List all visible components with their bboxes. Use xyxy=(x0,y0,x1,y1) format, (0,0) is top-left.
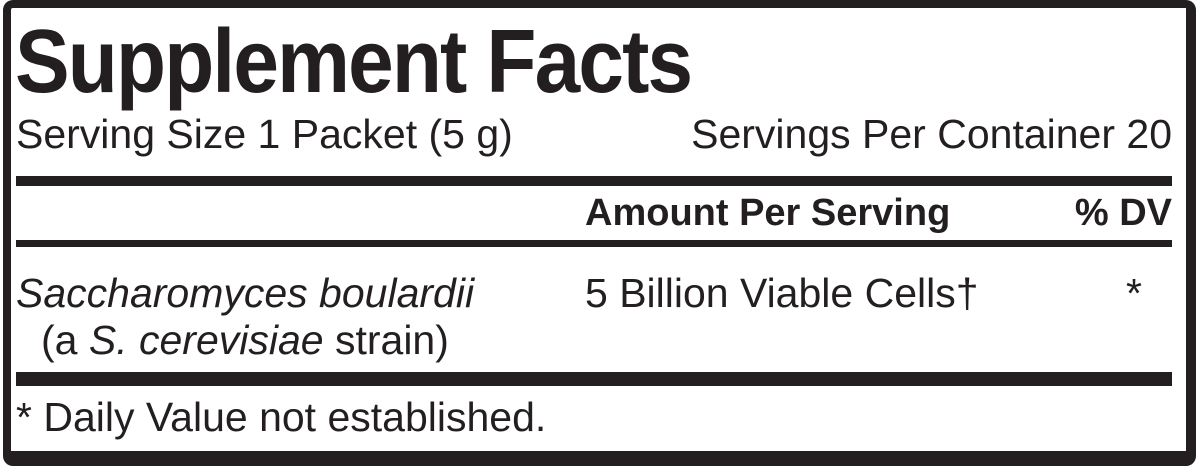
supplement-facts-panel: Supplement Facts Serving Size 1 Packet (… xyxy=(3,0,1196,466)
panel-title: Supplement Facts xyxy=(15,12,693,112)
divider-medium xyxy=(16,240,1172,247)
nutrient-dv-asterisk: * xyxy=(1126,270,1142,316)
servings-per-container-text: Servings Per Container 20 xyxy=(691,111,1172,157)
nutrient-name-line2: (a S. cerevisiae strain) xyxy=(16,317,1172,364)
divider-thick-bottom xyxy=(16,372,1172,386)
amount-per-serving-header: Amount Per Serving xyxy=(585,192,951,234)
nutrient-note-suffix: strain) xyxy=(323,317,449,363)
percent-dv-header: % DV xyxy=(1074,192,1172,234)
nutrient-note-prefix: (a xyxy=(41,317,89,363)
nutrient-name: Saccharomyces boulardii (a S. cerevisiae… xyxy=(16,270,1172,364)
divider-thick-top xyxy=(16,176,1172,186)
daily-value-footnote: * Daily Value not established. xyxy=(16,394,547,440)
nutrient-name-line1: Saccharomyces boulardii xyxy=(16,270,475,316)
nutrient-note-species: S. cerevisiae xyxy=(88,317,324,363)
column-header-row: Amount Per Serving % DV xyxy=(16,186,1172,240)
nutrient-amount: 5 Billion Viable Cells† xyxy=(585,270,979,316)
serving-size-text: Serving Size 1 Packet (5 g) xyxy=(16,111,513,157)
nutrient-row: Saccharomyces boulardii (a S. cerevisiae… xyxy=(16,247,1172,364)
serving-info-row: Serving Size 1 Packet (5 g) Servings Per… xyxy=(16,111,1172,157)
